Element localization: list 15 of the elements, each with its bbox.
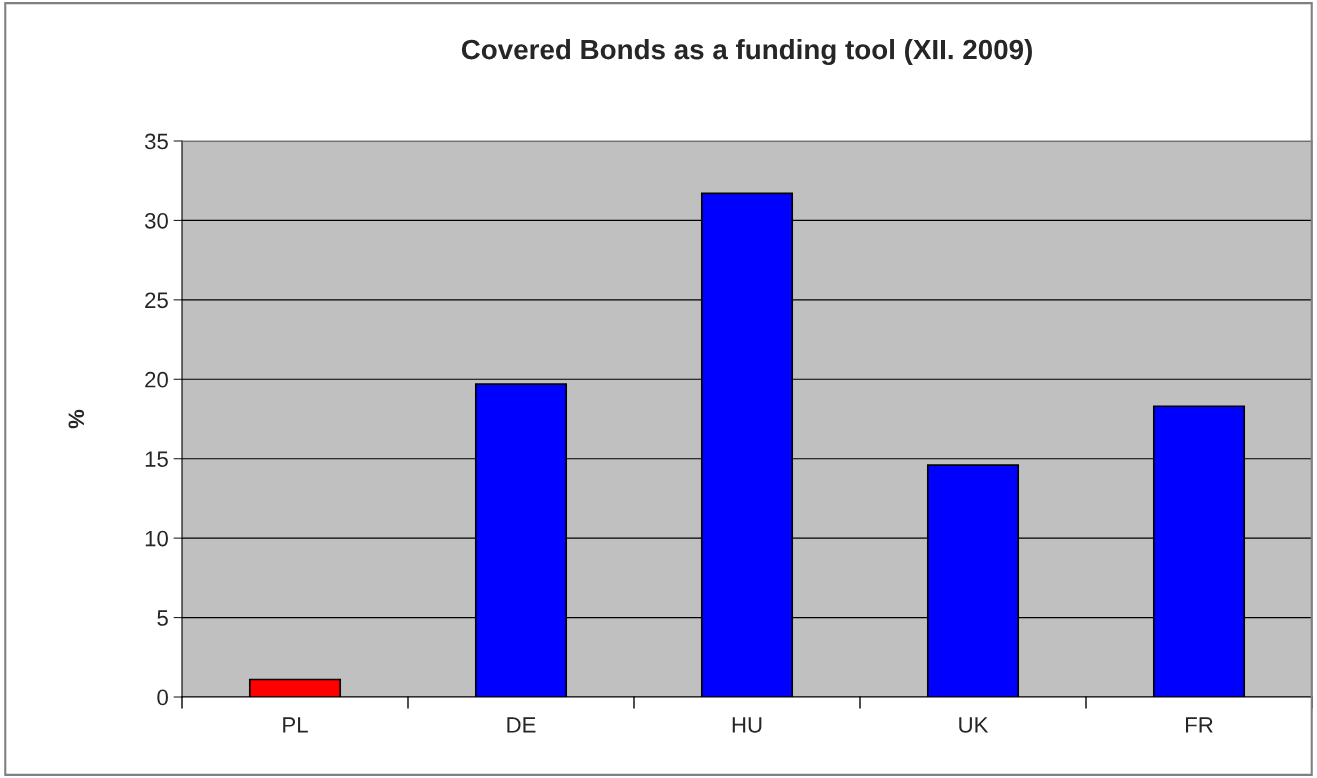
- x-tick-label: PL: [283, 717, 308, 733]
- y-tick-label: 30: [144, 212, 168, 229]
- x-tick-label: FR: [1186, 717, 1213, 733]
- y-tick-label: 10: [145, 530, 168, 547]
- y-tick-label: 5: [157, 610, 168, 626]
- x-tick-label: HU: [732, 717, 762, 733]
- y-tick-label: 0: [157, 689, 168, 706]
- y-tick-label: 35: [144, 133, 168, 150]
- y-tick-label: 25: [145, 292, 168, 309]
- x-tick-label: UK: [959, 717, 989, 733]
- chart-title: Covered Bonds as a funding tool (XII. 2009): [461, 38, 1032, 66]
- y-axis-title: %: [68, 409, 85, 429]
- x-tick-label: DE: [507, 717, 536, 733]
- y-tick-label: 15: [145, 451, 168, 467]
- y-tick-label: 20: [145, 371, 168, 388]
